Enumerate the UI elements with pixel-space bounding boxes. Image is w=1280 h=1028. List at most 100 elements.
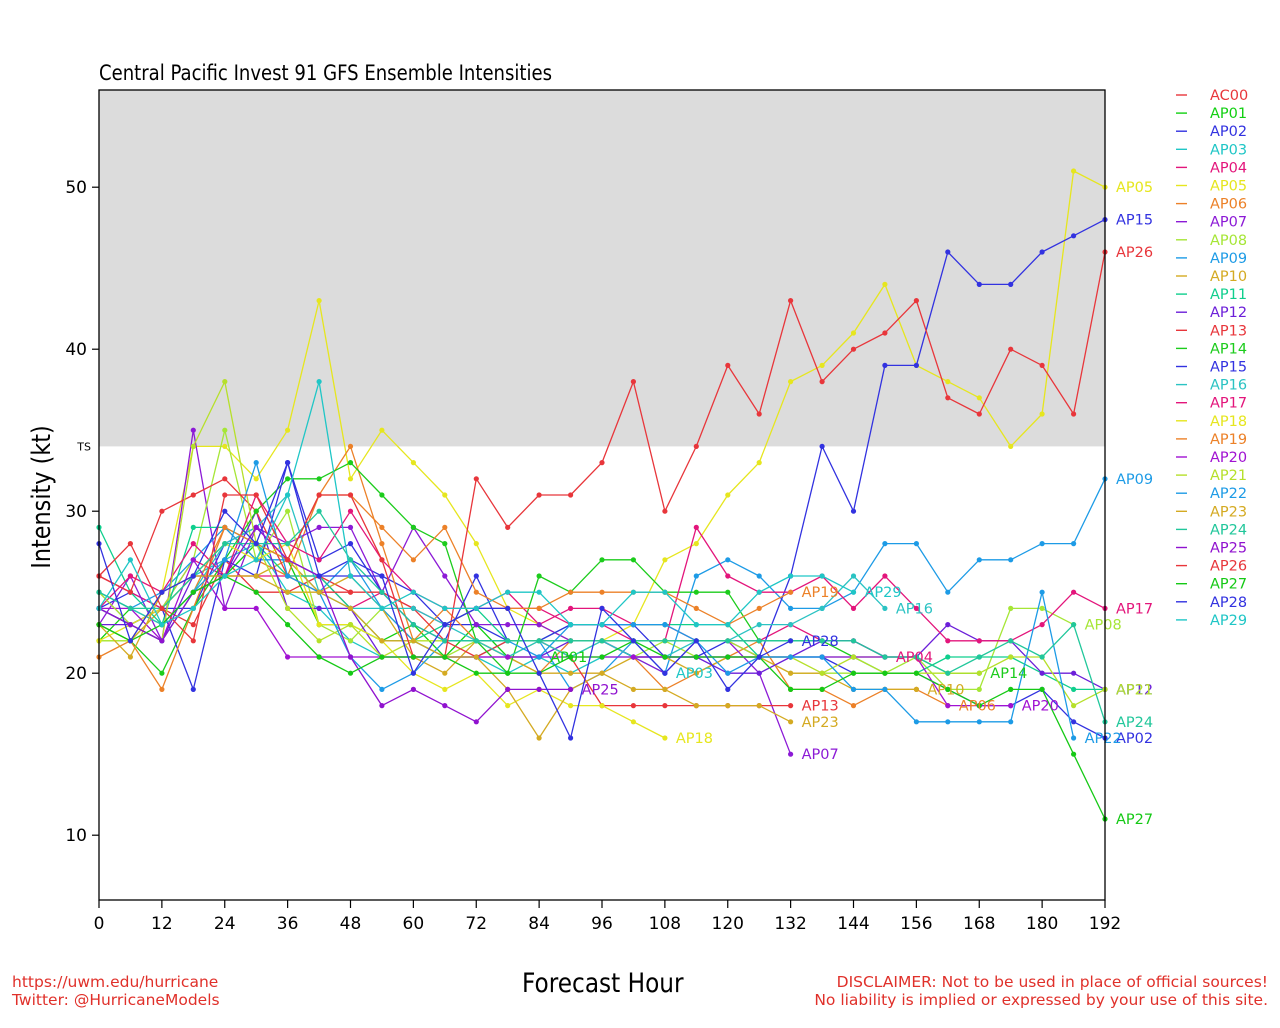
- data-point-ap23: [599, 670, 605, 676]
- data-point-ap15: [347, 541, 354, 547]
- data-point-ap05: [316, 298, 322, 304]
- data-point-ap07: [442, 573, 448, 579]
- data-point-ap21: [222, 379, 228, 385]
- data-point-ap21: [347, 622, 354, 628]
- data-point-ap27: [1008, 686, 1014, 693]
- data-point-ap22: [1039, 589, 1045, 595]
- data-point-ap23: [316, 589, 322, 595]
- data-point-ap27: [1071, 751, 1077, 757]
- data-point-ap26: [316, 492, 322, 498]
- series-end-label: AP28: [802, 634, 839, 650]
- legend-label-ap28: AP28: [1210, 595, 1247, 611]
- data-point-ap23: [473, 654, 479, 660]
- data-point-ap19: [693, 605, 699, 612]
- data-point-ap24: [505, 638, 511, 644]
- data-point-ap14: [379, 492, 385, 498]
- data-point-ap17: [190, 541, 196, 547]
- data-point-ap19: [159, 686, 165, 693]
- data-point-ap27: [253, 589, 259, 595]
- data-point-ap27: [976, 703, 982, 709]
- data-point-ap05: [788, 379, 794, 385]
- data-point-ap23: [253, 573, 259, 579]
- data-point-ap21: [819, 670, 825, 676]
- data-point-ap16: [850, 573, 857, 579]
- x-tick-label: 144: [837, 914, 869, 934]
- legend-label-ap25: AP25: [1210, 541, 1247, 557]
- data-point-ap23: [379, 638, 385, 644]
- data-point-ap14: [599, 557, 605, 563]
- legend-label-ap19: AP19: [1210, 432, 1247, 448]
- legend-label-ap14: AP14: [1210, 341, 1247, 357]
- legend-label-ac00: AC00: [1210, 88, 1248, 104]
- data-point-ap25: [410, 686, 416, 693]
- footer-disclaimer: DISCLAIMER: Not to be used in place of o…: [814, 973, 1268, 1009]
- data-point-ap17: [347, 508, 354, 514]
- data-point-ap29: [599, 622, 605, 628]
- data-point-ap29: [190, 605, 196, 612]
- series-end-label: AP10: [927, 682, 964, 698]
- data-point-ap19: [568, 589, 574, 595]
- data-point-ap28: [599, 605, 605, 612]
- legend-label-ap11: AP11: [1210, 287, 1247, 303]
- data-point-ap25: [347, 654, 354, 660]
- y-tick-label: 20: [65, 664, 87, 684]
- series-end-label: AP24: [1116, 715, 1153, 731]
- data-point-ap05: [725, 492, 731, 498]
- data-point-ap05: [473, 541, 479, 547]
- footer-twitter[interactable]: Twitter: @HurricaneModels: [12, 991, 220, 1009]
- data-point-ap21: [1008, 654, 1014, 660]
- data-point-ap28: [127, 638, 133, 644]
- data-point-ap10: [442, 670, 448, 676]
- data-point-ap27: [347, 670, 354, 676]
- data-point-ap06: [850, 703, 857, 709]
- data-point-ap02: [1071, 719, 1077, 725]
- data-point-ap29: [756, 589, 762, 595]
- data-point-ap09: [976, 557, 982, 563]
- data-point-ap26: [568, 492, 574, 498]
- legend-label-ap24: AP24: [1210, 522, 1247, 538]
- data-point-ap20: [222, 605, 228, 612]
- data-point-ap05: [850, 330, 857, 336]
- data-point-ap22: [536, 654, 542, 660]
- legend-label-ap29: AP29: [1210, 613, 1247, 629]
- data-point-ap27: [819, 686, 825, 693]
- data-point-ap19: [379, 524, 385, 531]
- x-axis-title: Forecast Hour: [522, 968, 684, 999]
- data-point-ap19: [410, 557, 416, 563]
- data-point-ap26: [1071, 411, 1077, 417]
- data-point-ap23: [410, 638, 416, 644]
- data-point-ap18: [316, 622, 322, 628]
- x-tick-label: 96: [591, 914, 613, 934]
- data-point-ap24: [379, 589, 385, 595]
- data-point-ap24: [850, 638, 857, 644]
- footer-link[interactable]: https://uwm.edu/hurricane: [12, 973, 219, 991]
- data-point-ap24: [599, 638, 605, 644]
- data-point-ap20: [945, 703, 951, 709]
- series-end-label: AP25: [582, 682, 619, 698]
- series-end-label: AP26: [1116, 245, 1153, 261]
- data-point-ap12: [316, 605, 322, 612]
- data-point-ap21: [1071, 703, 1077, 709]
- legend-label-ap17: AP17: [1210, 396, 1247, 412]
- data-point-ap14: [442, 541, 448, 547]
- x-tick-label: 36: [277, 914, 299, 934]
- data-point-ap19: [473, 589, 479, 595]
- data-point-ap05: [756, 460, 762, 466]
- data-point-ap24: [976, 654, 982, 660]
- legend-label-ap05: AP05: [1210, 179, 1247, 195]
- series-end-label: AP20: [1022, 699, 1059, 715]
- data-point-ap29: [725, 622, 731, 628]
- data-point-ap26: [662, 508, 668, 514]
- legend-label-ap06: AP06: [1210, 197, 1247, 213]
- data-point-ap07: [316, 524, 322, 531]
- data-point-ap29: [473, 605, 479, 612]
- data-point-ap15: [1039, 249, 1045, 255]
- data-point-ap04: [568, 605, 574, 612]
- data-point-ap14: [159, 670, 165, 676]
- series-end-label: AP05: [1116, 180, 1153, 196]
- data-point-ap28: [442, 622, 448, 628]
- data-point-ap14: [630, 557, 637, 563]
- data-point-ap28: [630, 638, 637, 644]
- data-point-ap09: [788, 605, 794, 612]
- data-point-ap28: [693, 638, 699, 644]
